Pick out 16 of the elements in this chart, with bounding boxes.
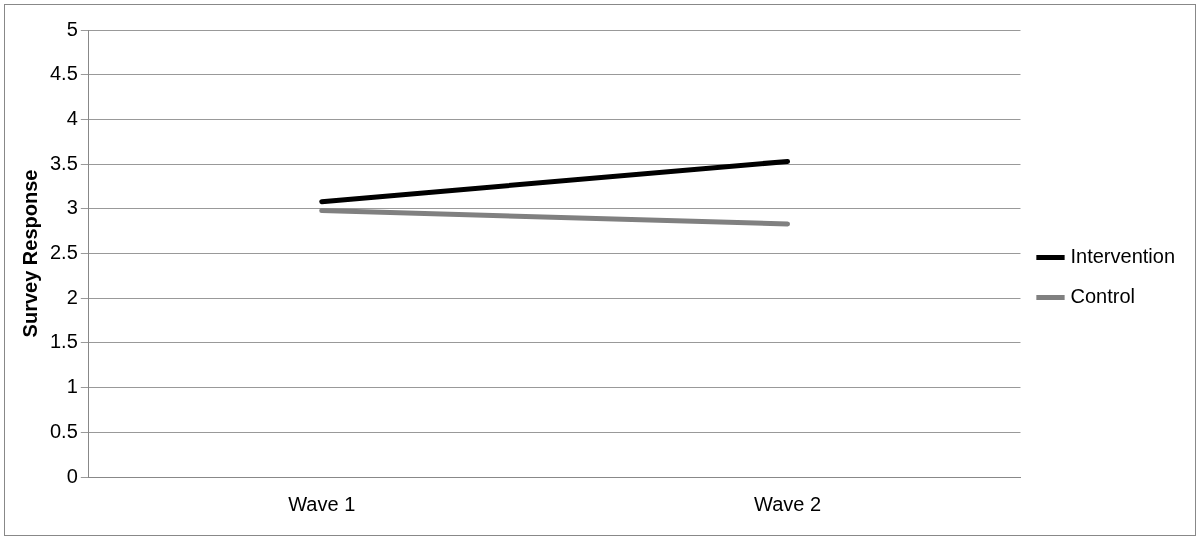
y-tick-label: 3.5 — [49, 151, 78, 174]
y-tick-label: 2.5 — [49, 241, 78, 264]
y-tick-label: 0.5 — [49, 419, 78, 442]
y-tick-label: 4 — [66, 106, 78, 129]
y-tick-label: 5 — [66, 17, 78, 40]
y-tick-label: 4.5 — [49, 62, 78, 85]
y-tick-label: 3 — [66, 196, 78, 219]
x-tick-label: Wave 1 — [288, 492, 356, 515]
y-tick-label: 1.5 — [49, 330, 78, 353]
y-tick-label: 0 — [66, 464, 78, 487]
legend-label: Intervention — [1070, 245, 1175, 268]
y-tick-label: 1 — [66, 375, 78, 398]
legend-label: Control — [1070, 285, 1135, 308]
x-tick-label: Wave 2 — [754, 492, 822, 515]
y-axis-title: Survey Response — [18, 169, 41, 338]
y-tick-label: 2 — [66, 285, 78, 308]
